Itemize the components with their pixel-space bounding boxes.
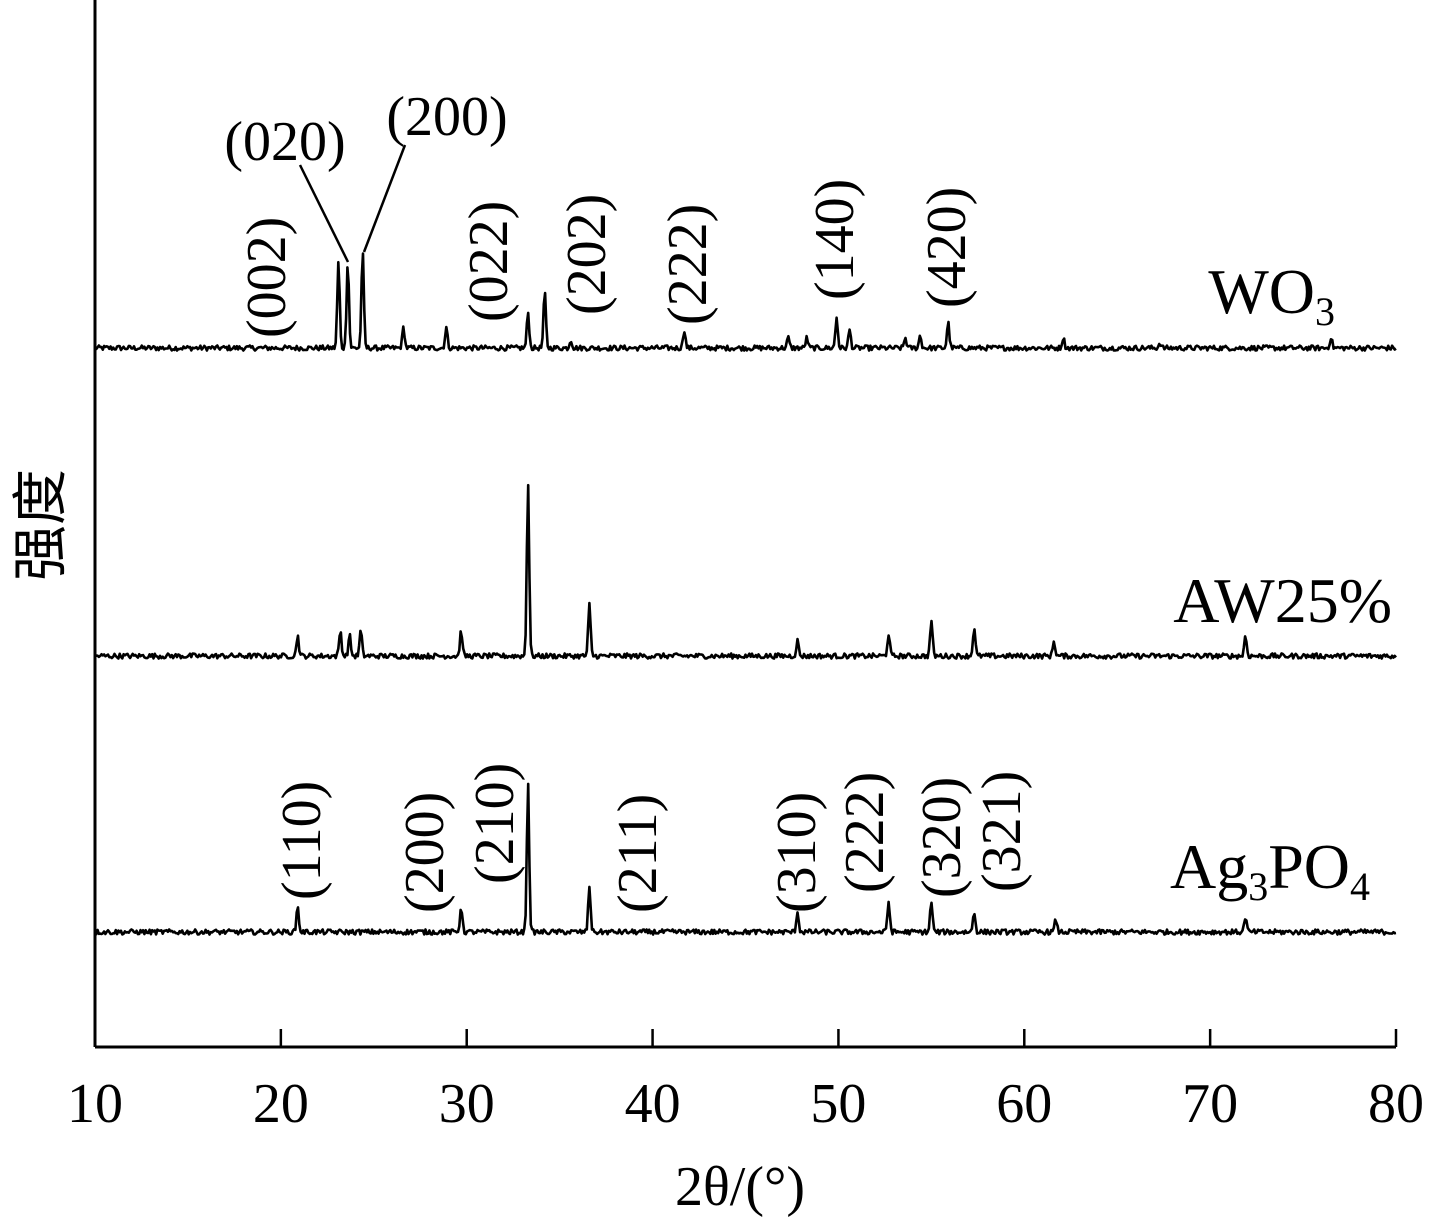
peak-label: (110) (271, 781, 333, 900)
label-subscript: 3 (1315, 289, 1335, 334)
peak-label: (020) (224, 111, 345, 173)
leader-line (362, 144, 407, 253)
x-tick-label: 80 (1368, 1073, 1424, 1135)
series-line-2 (94, 782, 1397, 936)
series-label: AW25% (1173, 565, 1392, 636)
x-tick-label: 50 (810, 1073, 866, 1135)
peak-label: (320) (911, 777, 973, 898)
label-text: PO (1268, 831, 1350, 902)
peak-label: (321) (971, 771, 1033, 892)
peak-label: (200) (394, 792, 456, 913)
x-ticks: 10 20 30 40 50 60 70 80 (67, 1029, 1424, 1135)
label-text: WO (1208, 256, 1315, 327)
x-tick-label: 10 (67, 1073, 123, 1135)
series-line-1 (94, 483, 1397, 660)
x-tick-label: 70 (1182, 1073, 1238, 1135)
axes (93, 0, 1396, 1049)
peak-label: (002) (236, 217, 298, 338)
series-label: WO3 (1208, 256, 1335, 334)
series-line-0 (93, 252, 1397, 352)
peak-label: (200) (386, 86, 507, 148)
peak-label: (222) (834, 772, 896, 893)
series-label: Ag3PO4 (1170, 831, 1370, 909)
peak-label: (211) (607, 794, 669, 913)
x-tick-label: 60 (996, 1073, 1052, 1135)
peak-label: (202) (556, 194, 618, 315)
y-axis-title: 强度 (11, 469, 73, 581)
x-tick-label: 20 (253, 1073, 309, 1135)
peak-label: (310) (766, 792, 828, 913)
peak-label: (140) (804, 179, 866, 300)
label-text: AW25% (1173, 565, 1392, 636)
x-tick-label: 30 (439, 1073, 495, 1135)
label-subscript: 4 (1350, 864, 1370, 909)
label-text: Ag (1170, 831, 1248, 902)
label-subscript: 3 (1248, 864, 1268, 909)
peak-label: (222) (657, 204, 719, 325)
leader-line (298, 164, 350, 263)
peak-label: (210) (464, 763, 526, 884)
series-group (93, 252, 1397, 936)
peak-annotations: (002) (020) (200) (022) (202) (222) (140) (420)… (224, 86, 1033, 913)
x-tick-label: 40 (625, 1073, 681, 1135)
peak-label: (022) (458, 201, 520, 322)
x-axis-title: 2θ/(°) (675, 1156, 805, 1218)
peak-label: (420) (916, 187, 978, 308)
